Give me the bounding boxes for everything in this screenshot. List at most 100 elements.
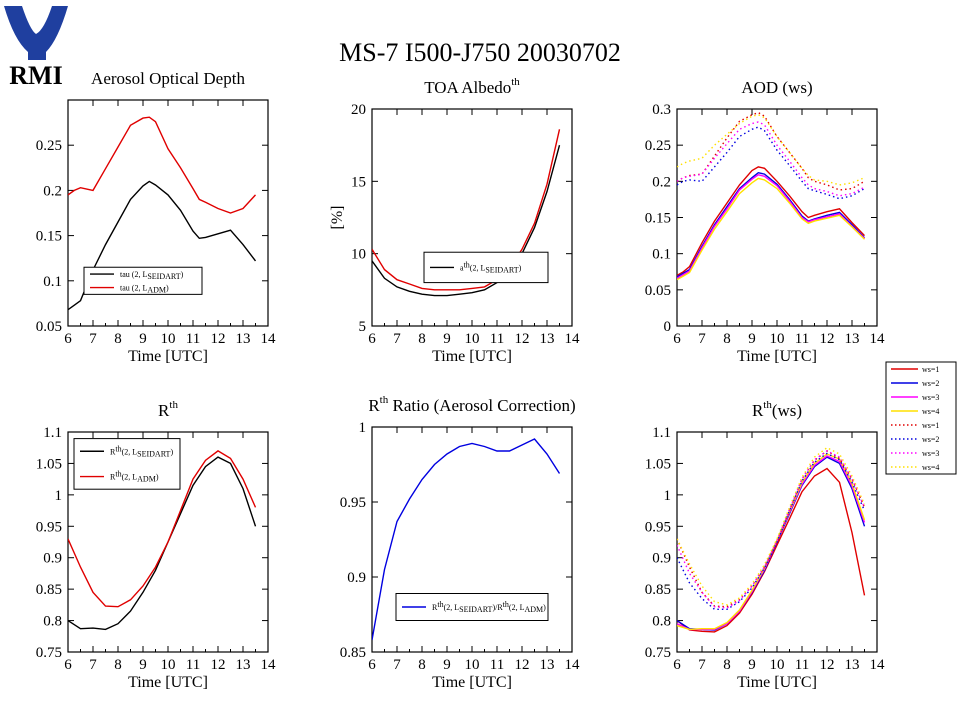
x-tick-label: 10: [161, 657, 176, 673]
x-tick-label: 7: [698, 657, 706, 673]
x-tick-label: 11: [490, 331, 504, 347]
chart-title: TOA Albedoth: [424, 76, 520, 97]
x-tick-label: 8: [723, 657, 731, 673]
x-tick-label: 10: [465, 657, 480, 673]
legend-box: [83, 266, 203, 295]
x-tick-label: 7: [89, 657, 97, 673]
y-tick-label: 0.9: [347, 570, 366, 586]
series-line-2: [677, 455, 866, 631]
series-line-3: [677, 453, 866, 631]
legend-label: ath(2, LSEIDART): [460, 260, 522, 274]
chart-albedo: TOA Albedoth 6 7 8 9 10 11 12 13 14 5 10 15 20 Time [U…: [329, 76, 580, 365]
rmi-logo: RMI: [0, 0, 72, 90]
y-tick-label: 20: [351, 102, 366, 118]
x-tick-label: 9: [443, 657, 451, 673]
chart-title: Aerosol Optical Depth: [91, 69, 245, 88]
x-tick-label: 11: [795, 331, 809, 347]
x-tick-label: 6: [64, 331, 72, 347]
x-tick-label: 11: [490, 657, 504, 673]
x-tick-label: 10: [770, 657, 785, 673]
y-tick-label: 0.9: [43, 551, 62, 567]
chart-title: Rth(ws): [752, 399, 802, 420]
y-tick-label: 0.9: [652, 551, 671, 567]
series-line-5: [677, 126, 865, 200]
y-tick-label: 0.95: [645, 519, 671, 535]
legend: ath(2, LSEIDART): [423, 251, 549, 284]
x-tick-label: 13: [540, 331, 555, 347]
chart-title: Rth Ratio (Aerosol Correction): [368, 394, 575, 415]
x-tick-label: 10: [770, 331, 785, 347]
y-tick-label: 1.05: [645, 456, 671, 472]
x-tick-label: 8: [418, 657, 426, 673]
x-tick-label: 6: [673, 331, 681, 347]
y-tick-label: 0.75: [36, 645, 62, 661]
x-tick-label: 10: [161, 331, 176, 347]
x-tick-label: 6: [368, 657, 376, 673]
x-tick-label: 9: [748, 331, 756, 347]
legend-label: Rth(2, LADM): [110, 470, 159, 484]
x-tick-label: 6: [673, 657, 681, 673]
x-tick-label: 8: [723, 331, 731, 347]
y-tick-label: 0.85: [645, 582, 671, 598]
x-tick-label: 11: [186, 331, 200, 347]
x-tick-label: 14: [261, 657, 277, 673]
y-tick-label: 0.85: [340, 645, 366, 661]
series-line-7: [677, 446, 866, 606]
series-line-0: [677, 467, 866, 633]
x-tick-label: 12: [515, 331, 530, 347]
chart-aodws: AOD (ws) 6 7 8 9 10 11 12 13 14 0 0.05 0.1 0.15 0.2 0.2…: [645, 78, 885, 365]
legend-label: tau (2, LSEIDART): [120, 270, 184, 281]
x-tick-label: 6: [368, 331, 376, 347]
logo-text: RMI: [9, 61, 62, 90]
y-tick-label: 5: [359, 319, 367, 335]
series-line-1: [372, 129, 561, 291]
y-tick-label: 0.75: [645, 645, 671, 661]
x-tick-label: 13: [845, 657, 860, 673]
y-axis-label: [%]: [329, 206, 346, 230]
ws-legend-label: ws=4: [922, 463, 939, 472]
series-line-2: [677, 174, 865, 279]
y-tick-label: 0.25: [645, 138, 671, 154]
series-line-0: [372, 438, 561, 641]
x-tick-label: 8: [418, 331, 426, 347]
y-tick-label: 0.15: [645, 211, 671, 227]
x-tick-label: 7: [89, 331, 97, 347]
legend-box: [73, 438, 181, 490]
x-axis-label: Time [UTC]: [737, 674, 817, 691]
x-tick-label: 12: [515, 657, 530, 673]
chart-title: AOD (ws): [741, 78, 812, 97]
y-tick-label: 0.95: [340, 495, 366, 511]
x-axis-label: Time [UTC]: [432, 674, 512, 691]
series-line-0: [677, 166, 866, 277]
y-tick-label: 10: [351, 247, 366, 263]
legend: Rth(2, LSEIDART)/Rth(2, LADM): [395, 593, 549, 621]
chart-ratio: Rth Ratio (Aerosol Correction) 6 7 8 9 10 11 12…: [340, 394, 580, 691]
page-title: MS-7 I500-J750 20030702: [339, 38, 621, 67]
x-tick-label: 14: [261, 331, 277, 347]
chart-aod: Aerosol Optical Depth 6 7 8 9 10 11 12 13 14 0.05 0…: [36, 69, 276, 365]
x-tick-label: 9: [748, 657, 756, 673]
x-tick-label: 7: [698, 331, 706, 347]
y-tick-label: 0.2: [43, 183, 62, 199]
ws-legend-box: [885, 361, 957, 475]
x-axis-label: Time [UTC]: [128, 674, 208, 691]
ws-legend-label: ws=4: [922, 407, 939, 416]
x-tick-label: 9: [139, 331, 147, 347]
series-line-5: [677, 452, 866, 610]
chart-title: Rth: [158, 399, 178, 420]
legend-label: Rth(2, LSEIDART): [110, 444, 173, 458]
series-line-3: [677, 177, 865, 281]
y-tick-label: 0.95: [36, 519, 62, 535]
y-tick-label: 0.15: [36, 229, 62, 245]
y-tick-label: 1: [664, 488, 672, 504]
y-tick-label: 0: [664, 319, 672, 335]
x-tick-label: 14: [870, 331, 886, 347]
legend: Rth(2, LSEIDART) Rth(2, LADM): [73, 438, 181, 490]
x-tick-label: 11: [186, 657, 200, 673]
y-tick-label: 1.1: [43, 425, 62, 441]
legend-label: Rth(2, LSEIDART)/Rth(2, LADM): [432, 600, 546, 614]
y-tick-label: 1.1: [652, 425, 671, 441]
x-tick-label: 8: [114, 657, 122, 673]
x-tick-label: 13: [845, 331, 860, 347]
y-tick-label: 15: [351, 174, 366, 190]
